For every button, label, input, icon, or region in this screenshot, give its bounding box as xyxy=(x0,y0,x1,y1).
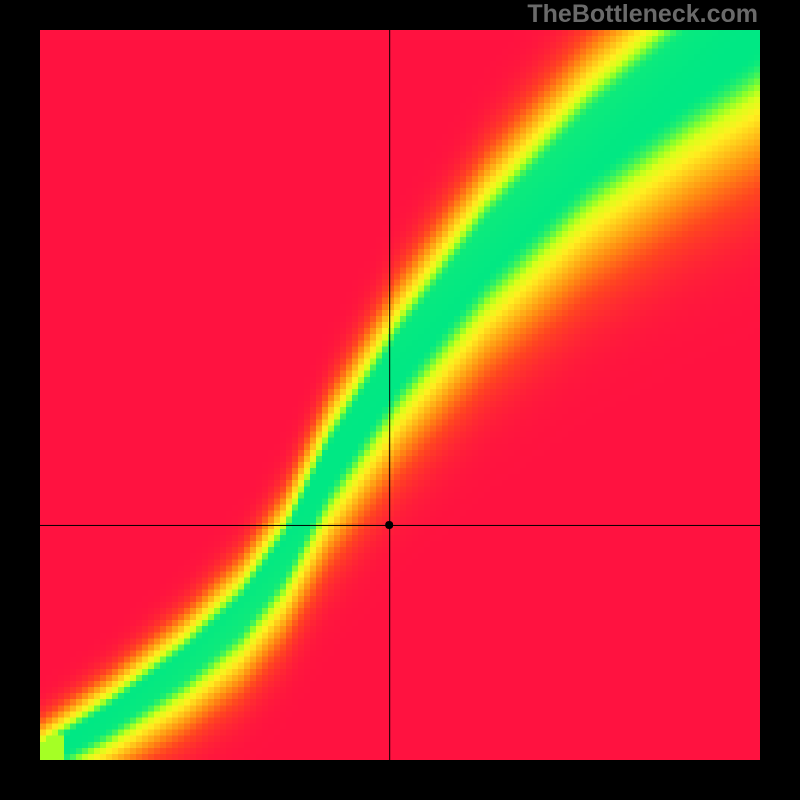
chart-frame: TheBottleneck.com xyxy=(0,0,800,800)
plot-area xyxy=(40,30,760,760)
watermark-text: TheBottleneck.com xyxy=(527,0,758,29)
crosshair-overlay xyxy=(40,30,760,760)
